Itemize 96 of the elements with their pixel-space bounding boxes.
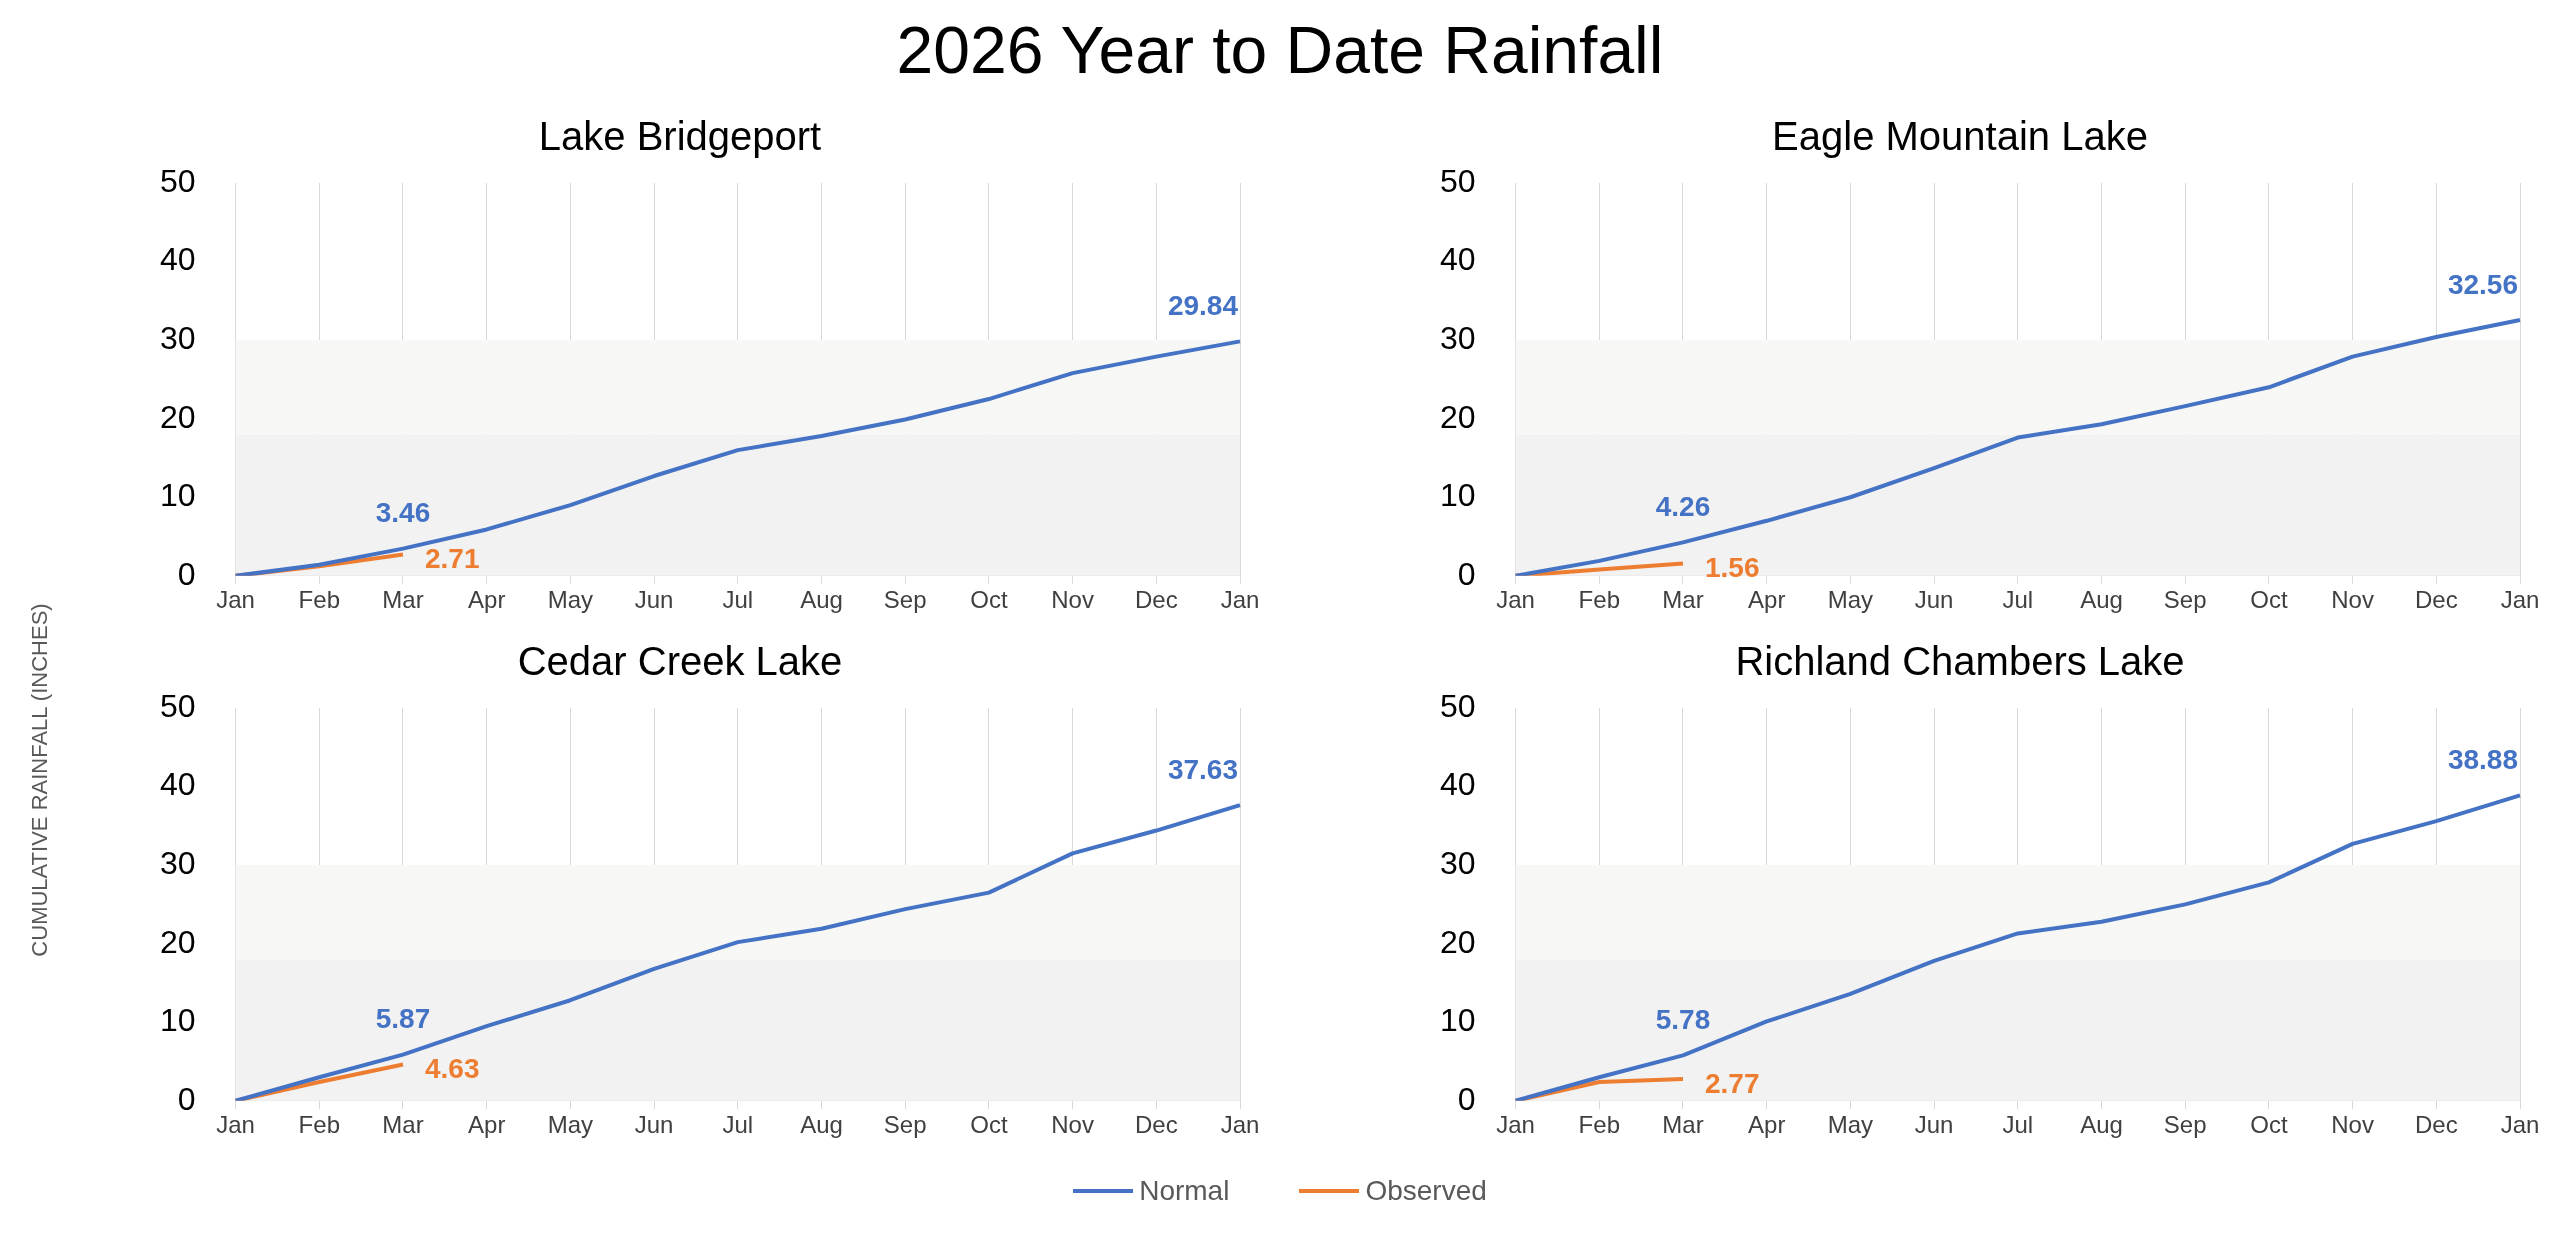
x-tick-label: Feb xyxy=(1578,585,1620,613)
y-tick-label: 10 xyxy=(1440,1002,1476,1039)
x-tick-label: Apr xyxy=(468,1110,506,1138)
x-tick-label: Feb xyxy=(1578,1110,1620,1138)
x-tick-label: Mar xyxy=(1662,585,1704,613)
x-tick-label: Dec xyxy=(2414,585,2458,613)
y-tick-label: 30 xyxy=(160,844,196,881)
x-tick-label: May xyxy=(1827,585,1874,613)
data-label: 2.77 xyxy=(1704,1067,1760,1099)
y-tick-label: 40 xyxy=(1440,766,1476,803)
y-tick-label: 40 xyxy=(1440,241,1476,278)
y-tick-label: 0 xyxy=(177,1080,196,1117)
data-label: 4.26 xyxy=(1655,491,1711,523)
x-tick-label: Nov xyxy=(1051,585,1094,613)
x-tick-label: Aug xyxy=(800,585,843,613)
data-label: 37.63 xyxy=(1167,753,1238,785)
chart-title: Eagle Mountain Lake xyxy=(1772,114,2148,159)
x-tick-label: Sep xyxy=(883,1110,927,1138)
y-tick-label: 50 xyxy=(160,687,196,724)
x-tick-label: Sep xyxy=(2163,585,2207,613)
x-tick-label: Jan xyxy=(1220,1110,1260,1138)
legend-label: Observed xyxy=(1365,1175,1487,1207)
x-tick-label: Dec xyxy=(2414,1110,2458,1138)
data-label: 5.87 xyxy=(375,1003,431,1035)
x-tick-label: Apr xyxy=(468,585,506,613)
x-tick-label: May xyxy=(547,1110,594,1138)
x-tick-label: Oct xyxy=(2250,585,2288,613)
x-tick-label: May xyxy=(547,585,594,613)
x-tick-label: Feb xyxy=(298,1110,340,1138)
x-tick-label: Feb xyxy=(298,585,340,613)
x-tick-label: Apr xyxy=(1748,585,1786,613)
x-tick-label: Jul xyxy=(2002,1110,2034,1138)
x-tick-label: Jan xyxy=(1220,585,1260,613)
y-tick-label: 20 xyxy=(160,923,196,960)
x-tick-label: Sep xyxy=(2163,1110,2207,1138)
x-tick-label: Jan xyxy=(2500,1110,2540,1138)
data-label: 4.63 xyxy=(424,1053,480,1085)
data-label: 3.46 xyxy=(375,497,431,529)
x-tick-label: Jun xyxy=(1914,585,1954,613)
y-tick-label: 20 xyxy=(1440,398,1476,435)
y-tick-label: 50 xyxy=(1440,162,1476,199)
chart-title: Richland Chambers Lake xyxy=(1735,639,2185,684)
x-tick-label: Mar xyxy=(382,585,424,613)
x-tick-label: Jan xyxy=(2500,585,2540,613)
data-label: 1.56 xyxy=(1704,552,1760,584)
y-tick-label: 30 xyxy=(160,319,196,356)
data-label: 5.78 xyxy=(1655,1004,1711,1036)
legend-label: Normal xyxy=(1139,1175,1230,1207)
text: 2026 Year to Date Rainfall xyxy=(895,12,1665,88)
x-tick-label: Jan xyxy=(1496,585,1535,613)
y-tick-label: 30 xyxy=(1440,319,1476,356)
y-tick-label: 40 xyxy=(160,241,196,278)
x-tick-label: Dec xyxy=(1134,585,1178,613)
chart-title: Lake Bridgeport xyxy=(538,114,822,159)
y-tick-label: 40 xyxy=(160,766,196,803)
y-tick-label: 50 xyxy=(160,162,196,199)
x-tick-label: Apr xyxy=(1748,1110,1786,1138)
x-tick-label: Oct xyxy=(970,585,1008,613)
chart-title: Cedar Creek Lake xyxy=(517,639,843,684)
x-tick-label: Jan xyxy=(1496,1110,1535,1138)
x-tick-label: May xyxy=(1827,1110,1874,1138)
y-tick-label: 20 xyxy=(160,398,196,435)
x-tick-label: Nov xyxy=(2331,1110,2374,1138)
y-tick-label: 50 xyxy=(1440,687,1476,724)
x-tick-label: Sep xyxy=(883,585,927,613)
x-tick-label: Mar xyxy=(1662,1110,1704,1138)
y-tick-label: 10 xyxy=(160,477,196,514)
data-label: 32.56 xyxy=(2447,268,2518,300)
x-tick-label: Jan xyxy=(216,1110,255,1138)
x-tick-label: Jul xyxy=(2002,585,2034,613)
text: CUMULATIVE RAINFALL (INCHES) xyxy=(27,603,53,957)
x-tick-label: Nov xyxy=(2331,585,2374,613)
y-tick-label: 10 xyxy=(1440,477,1476,514)
y-tick-label: 20 xyxy=(1440,923,1476,960)
y-tick-label: 10 xyxy=(160,1002,196,1039)
data-label: 38.88 xyxy=(2447,744,2518,776)
x-tick-label: Nov xyxy=(1051,1110,1094,1138)
x-tick-label: Oct xyxy=(970,1110,1008,1138)
y-tick-label: 0 xyxy=(1457,555,1476,592)
x-tick-label: Jun xyxy=(1914,1110,1954,1138)
x-tick-label: Aug xyxy=(2080,585,2123,613)
y-tick-label: 30 xyxy=(1440,844,1476,881)
x-tick-label: Jun xyxy=(634,585,674,613)
y-tick-label: 0 xyxy=(1457,1080,1476,1117)
x-tick-label: Aug xyxy=(2080,1110,2123,1138)
data-label: 29.84 xyxy=(1167,290,1239,322)
x-tick-label: Mar xyxy=(382,1110,424,1138)
x-tick-label: Jan xyxy=(216,585,255,613)
x-tick-label: Aug xyxy=(800,1110,843,1138)
x-tick-label: Jul xyxy=(722,585,754,613)
y-tick-label: 0 xyxy=(177,555,196,592)
data-label: 2.71 xyxy=(424,543,480,575)
x-tick-label: Oct xyxy=(2250,1110,2288,1138)
x-tick-label: Jul xyxy=(722,1110,754,1138)
x-tick-label: Dec xyxy=(1134,1110,1178,1138)
x-tick-label: Jun xyxy=(634,1110,674,1138)
